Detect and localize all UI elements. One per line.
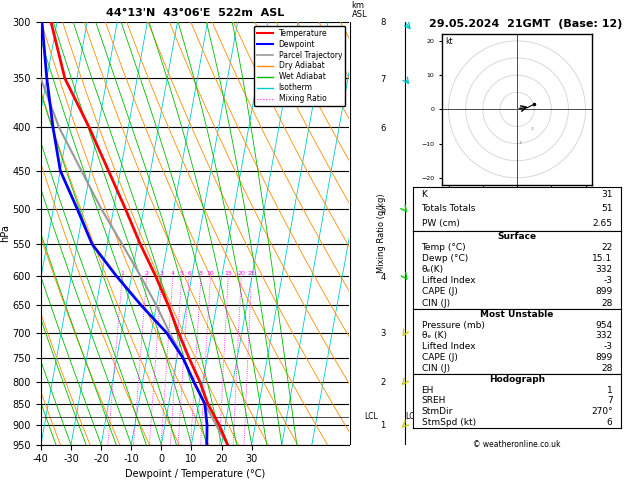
Text: km
ASL: km ASL	[352, 1, 367, 19]
Y-axis label: hPa: hPa	[0, 225, 10, 242]
Text: Lifted Index: Lifted Index	[421, 342, 475, 351]
Text: Totals Totals: Totals Totals	[421, 205, 476, 213]
Text: 270°: 270°	[591, 407, 613, 416]
Text: kt: kt	[445, 37, 453, 47]
Legend: Temperature, Dewpoint, Parcel Trajectory, Dry Adiabat, Wet Adiabat, Isotherm, Mi: Temperature, Dewpoint, Parcel Trajectory…	[254, 26, 345, 106]
Text: 15: 15	[225, 271, 232, 276]
Text: LCL: LCL	[364, 412, 378, 421]
Text: CIN (J): CIN (J)	[421, 298, 450, 308]
Text: 22: 22	[601, 243, 613, 252]
X-axis label: Dewpoint / Temperature (°C): Dewpoint / Temperature (°C)	[125, 469, 265, 479]
Text: 31: 31	[601, 190, 613, 199]
Text: 6: 6	[607, 418, 613, 427]
Text: PW (cm): PW (cm)	[421, 219, 459, 228]
Text: 1: 1	[607, 386, 613, 395]
Text: 5: 5	[180, 271, 184, 276]
Text: 2.65: 2.65	[593, 219, 613, 228]
Text: 1: 1	[120, 271, 125, 276]
Text: StmSpd (kt): StmSpd (kt)	[421, 418, 476, 427]
Text: -3: -3	[603, 277, 613, 285]
Text: 10: 10	[207, 271, 214, 276]
Text: 25: 25	[248, 271, 255, 276]
Text: 20: 20	[237, 271, 245, 276]
Text: 28: 28	[601, 298, 613, 308]
Text: SREH: SREH	[421, 397, 446, 405]
Text: 332: 332	[596, 265, 613, 274]
Text: Hodograph: Hodograph	[489, 375, 545, 384]
Text: ₃: ₃	[519, 139, 521, 145]
Text: Pressure (mb): Pressure (mb)	[421, 320, 484, 330]
Text: 28: 28	[601, 364, 613, 373]
Text: CAPE (J): CAPE (J)	[421, 353, 457, 363]
Text: 7: 7	[607, 397, 613, 405]
Title: 44°13'N  43°06'E  522m  ASL: 44°13'N 43°06'E 522m ASL	[106, 8, 284, 18]
Text: θₑ(K): θₑ(K)	[421, 265, 443, 274]
Text: θₑ (K): θₑ (K)	[421, 331, 447, 341]
Text: Mixing Ratio (g/kg): Mixing Ratio (g/kg)	[377, 193, 386, 273]
Text: 8: 8	[199, 271, 203, 276]
Text: K: K	[421, 190, 428, 199]
Text: ₂: ₂	[531, 125, 533, 131]
Text: © weatheronline.co.uk: © weatheronline.co.uk	[473, 440, 561, 449]
Text: 2: 2	[145, 271, 148, 276]
Text: 899: 899	[595, 287, 613, 296]
Text: EH: EH	[421, 386, 434, 395]
Text: 29.05.2024  21GMT  (Base: 12): 29.05.2024 21GMT (Base: 12)	[428, 19, 622, 30]
Text: -3: -3	[603, 342, 613, 351]
Text: Lifted Index: Lifted Index	[421, 277, 475, 285]
Text: 954: 954	[596, 320, 613, 330]
Text: 6: 6	[187, 271, 191, 276]
Text: Most Unstable: Most Unstable	[481, 310, 554, 319]
Text: CAPE (J): CAPE (J)	[421, 287, 457, 296]
Text: Temp (°C): Temp (°C)	[421, 243, 466, 252]
Text: CIN (J): CIN (J)	[421, 364, 450, 373]
Text: 332: 332	[596, 331, 613, 341]
Text: 3: 3	[160, 271, 164, 276]
Text: 899: 899	[595, 353, 613, 363]
Text: 15.1: 15.1	[593, 254, 613, 263]
Text: Surface: Surface	[498, 232, 537, 241]
Text: 4: 4	[171, 271, 175, 276]
Text: 51: 51	[601, 205, 613, 213]
Text: StmDir: StmDir	[421, 407, 453, 416]
Text: LCL: LCL	[406, 412, 419, 421]
Text: Dewp (°C): Dewp (°C)	[421, 254, 468, 263]
